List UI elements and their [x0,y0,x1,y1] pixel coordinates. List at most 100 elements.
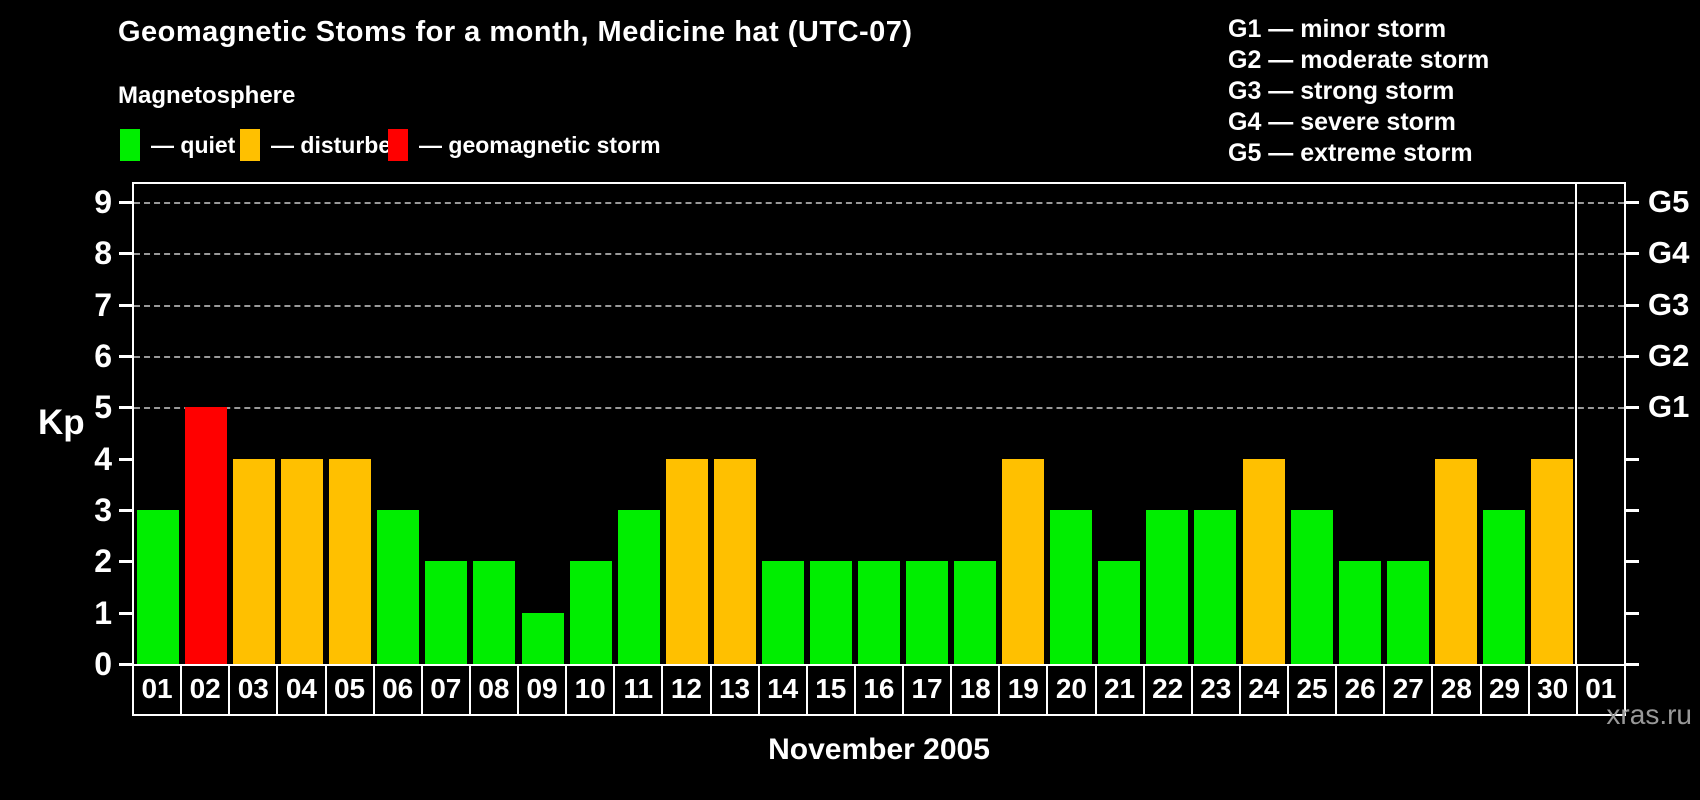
g-scale-tick-label: G2 [1648,337,1690,373]
x-axis-day-labels: 01 02 03 04 05 06 07 08 09 10 11 12 13 14 15 16 17 18 19 20… [132,664,1626,716]
kp-bar-day-03 [233,458,276,664]
g-scale-legend: G1 — minor storm G2 — moderate storm G3 — … [1228,14,1489,169]
day-label-cell: 01 [1575,666,1624,714]
y-axis-tick-right [1626,303,1639,307]
day-label-cell: 13 [709,666,758,714]
day-label-cell: 24 [1238,666,1287,714]
y-axis-tick-left [119,303,132,307]
g-legend-line: G4 — severe storm [1228,108,1456,136]
legend-swatch-quiet [120,129,140,161]
day-label-cell: 06 [372,666,421,714]
day-label-cell: 22 [1142,666,1191,714]
kp-bar-day-02 [185,407,228,664]
kp-bar-day-09 [521,612,564,664]
g-scale-tick-label: G4 [1648,235,1690,271]
gridline-g1 [134,407,1624,410]
y-axis-tick-label: 6 [94,337,112,374]
kp-bar-day-26 [1338,561,1381,664]
day-label-cell: 27 [1383,666,1431,714]
legend-label-geomagnetic-storm: — geomagnetic storm [419,131,661,158]
plot-area [132,182,1626,666]
kp-bar-day-06 [377,510,420,664]
kp-bar-day-27 [1386,561,1429,664]
legend-label-quiet: — quiet [151,131,236,158]
day-label-cell: 04 [276,666,324,714]
kp-bar-day-19 [1002,458,1045,664]
legend-item-quiet: — quiet [120,128,235,162]
g-legend-line: G5 — extreme storm [1228,139,1473,167]
kp-bar-day-14 [761,561,804,664]
kp-bar-day-13 [713,458,756,664]
day-label-cell: 25 [1287,666,1335,714]
day-label-cell: 05 [324,666,373,714]
y-axis-tick-left [119,611,132,615]
kp-bar-day-22 [1146,510,1189,664]
kp-bar-day-21 [1098,561,1141,664]
y-axis-tick-label: 9 [94,183,112,220]
y-axis-tick-label: 7 [94,286,112,323]
day-label-cell: 12 [661,666,709,714]
gridline-g4 [134,253,1624,256]
g-legend-line: G3 — strong storm [1228,77,1455,105]
gridline-g5 [134,201,1624,204]
y-axis-tick-right [1626,200,1639,204]
g-legend-line: G1 — minor storm [1228,15,1447,43]
day-label-cell: 01 [141,673,173,704]
day-label-cell: 18 [950,666,998,714]
day-label-cell: 29 [1479,666,1528,714]
day-label-cell: 28 [1431,666,1479,714]
kp-bar-day-25 [1290,510,1333,664]
day-label-cell: 07 [420,666,469,714]
legend-label-disturbed: — disturbed [271,131,406,158]
day-label-cell: 21 [1094,666,1143,714]
kp-bar-day-29 [1482,510,1525,664]
y-axis-tick-right [1626,457,1639,461]
kp-bar-day-10 [569,561,612,664]
legend-swatch-geomagnetic-storm [388,129,408,161]
y-axis-tick-label: 2 [94,543,112,580]
y-axis-tick-left [119,200,132,204]
month-separator-line [1574,184,1577,664]
day-label-cell: 30 [1527,666,1576,714]
day-label-cell: 09 [517,666,565,714]
y-axis-tick-right [1626,406,1639,410]
y-axis-tick-right [1626,611,1639,615]
g-scale-tick-label: G3 [1648,286,1690,322]
g-scale-tick-label: G1 [1648,389,1690,425]
gridline-g3 [134,304,1624,307]
kp-bar-day-11 [617,510,660,664]
y-axis-tick-left [119,560,132,564]
kp-bar-day-08 [473,561,516,664]
kp-bar-day-23 [1194,510,1237,664]
legend-swatch-disturbed [240,129,260,161]
day-label-cell: 26 [1335,666,1383,714]
y-axis-tick-left [119,457,132,461]
y-axis-tick-right [1626,252,1639,256]
kp-bar-day-24 [1242,458,1285,664]
day-label-cell: 20 [1046,666,1094,714]
y-axis-tick-right [1626,508,1639,512]
kp-bar-day-18 [954,561,997,664]
kp-bar-day-15 [809,561,852,664]
kp-bar-day-17 [906,561,949,664]
legend-item-geomagnetic-storm: — geomagnetic storm [388,128,661,162]
kp-bar-day-01 [137,510,180,664]
kp-bar-day-05 [329,458,372,664]
day-label-cell: 19 [998,666,1046,714]
chart-title: Geomagnetic Stoms for a month, Medicine … [118,16,913,48]
day-label-cell: 10 [565,666,613,714]
y-axis-tick-left [119,354,132,358]
kp-bar-day-20 [1050,510,1093,664]
y-axis-tick-left [119,252,132,256]
y-axis-tick-label: 8 [94,235,112,272]
y-axis-tick-label: 3 [94,491,112,528]
gridline-g2 [134,355,1624,358]
legend-title: Magnetosphere [118,82,296,109]
y-axis-tick-right [1626,560,1639,564]
legend-item-disturbed: — disturbed [240,128,405,162]
y-axis-tick-left [119,508,132,512]
day-label-cell: 02 [180,666,228,714]
day-label-cell: 17 [902,666,950,714]
day-label-cell: 16 [853,666,902,714]
